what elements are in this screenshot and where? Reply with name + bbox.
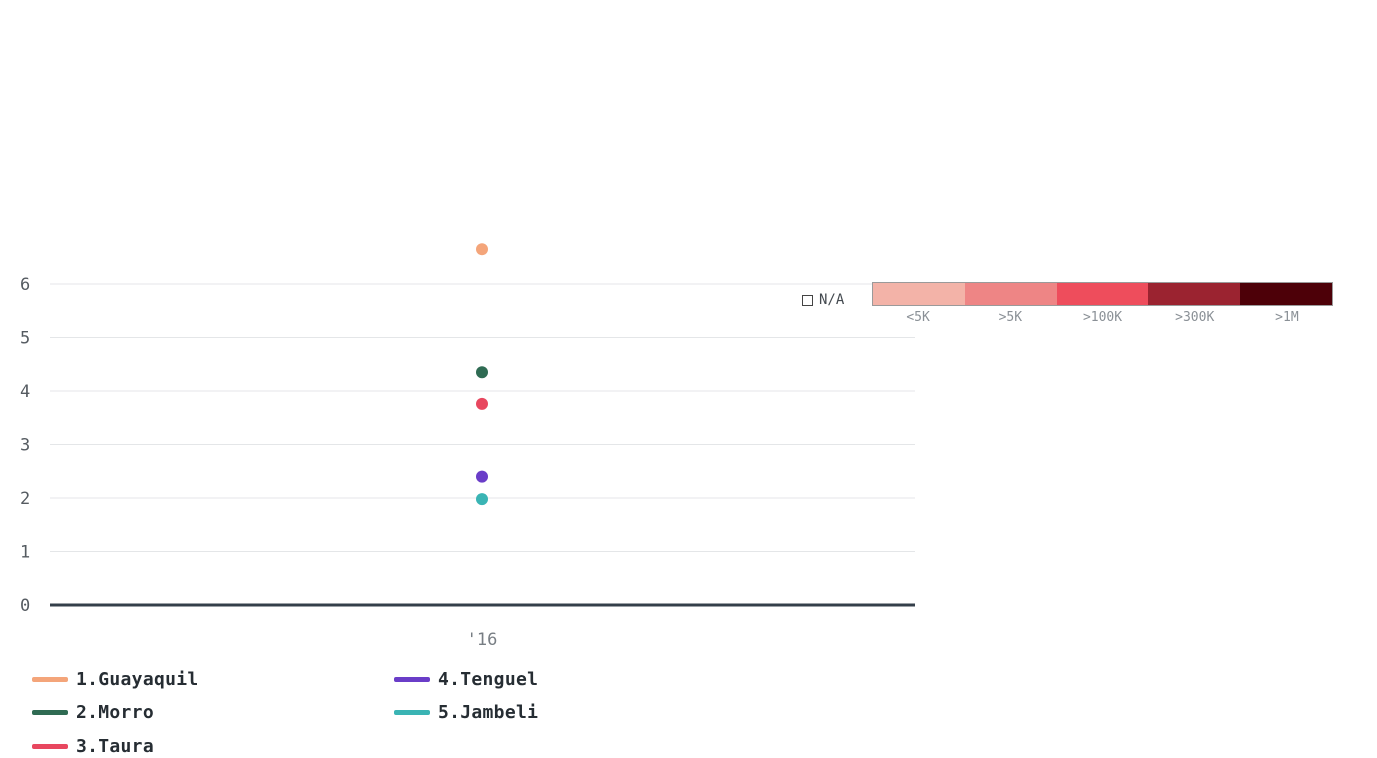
legend-item-jambeli[interactable]: 5.Jambeli xyxy=(394,701,538,723)
color-scale-label-4: >300K xyxy=(1175,310,1215,325)
y-tick-label: 0 xyxy=(20,596,30,616)
x-tick-label: '16 xyxy=(467,630,498,650)
color-scale-label-2: >5K xyxy=(998,310,1023,325)
data-point[interactable] xyxy=(476,366,488,379)
legend-label: 2.Morro xyxy=(76,701,154,723)
legend-swatch xyxy=(394,709,430,715)
y-tick-label: 2 xyxy=(20,489,30,509)
legend-item-morro[interactable]: 2.Morro xyxy=(32,701,154,723)
y-tick-label: 1 xyxy=(20,543,30,563)
y-tick-label: 4 xyxy=(20,382,30,402)
color-scale-segment-2 xyxy=(964,283,1057,305)
legend-swatch xyxy=(32,709,68,715)
legend-label: 5.Jambeli xyxy=(438,701,539,723)
color-scale-bar xyxy=(872,282,1333,306)
na-label: N/A xyxy=(819,292,845,308)
gridlines xyxy=(50,283,915,552)
color-scale-label-1: <5K xyxy=(906,310,930,325)
color-scale-label-5: >1M xyxy=(1275,310,1299,325)
legend-item-taura[interactable]: 3.Taura xyxy=(32,735,154,757)
legend-item-tenguel[interactable]: 4.Tenguel xyxy=(394,668,538,690)
color-scale-labels: <5K >5K >100K >300K >1M xyxy=(872,310,1333,325)
data-point[interactable] xyxy=(476,470,488,483)
color-scale-label-3: >100K xyxy=(1082,310,1123,325)
legend-swatch xyxy=(394,676,430,682)
x-axis-ticks: '16 xyxy=(467,630,498,650)
y-axis-ticks: 0 1 2 3 4 5 6 xyxy=(20,275,30,616)
series-legend: 1.Guayaquil 2.Morro 3.Taura 4.Tenguel 5.… xyxy=(32,664,832,758)
legend-swatch xyxy=(32,743,68,749)
data-point[interactable] xyxy=(476,243,488,256)
legend-swatch xyxy=(32,676,68,682)
legend-item-guayaquil[interactable]: 1.Guayaquil xyxy=(32,668,199,690)
data-point[interactable] xyxy=(476,397,488,410)
color-scale-segment-5 xyxy=(1240,283,1332,305)
data-point[interactable] xyxy=(476,493,488,506)
data-points xyxy=(476,243,488,506)
legend-label: 1.Guayaquil xyxy=(76,668,199,690)
legend-label: 4.Tenguel xyxy=(438,668,539,690)
na-box-icon xyxy=(802,294,813,306)
y-tick-label: 3 xyxy=(20,436,30,456)
color-scale-segment-3 xyxy=(1056,283,1149,305)
color-scale-segment-4 xyxy=(1148,283,1241,305)
na-indicator: N/A xyxy=(802,292,844,308)
y-tick-label: 5 xyxy=(20,329,30,349)
legend-label: 3.Taura xyxy=(76,735,154,757)
color-scale-legend: N/A <5K >5K >100K >300K >1M xyxy=(800,282,1340,332)
color-scale-segment-1 xyxy=(873,283,965,305)
y-tick-label: 6 xyxy=(20,275,30,295)
